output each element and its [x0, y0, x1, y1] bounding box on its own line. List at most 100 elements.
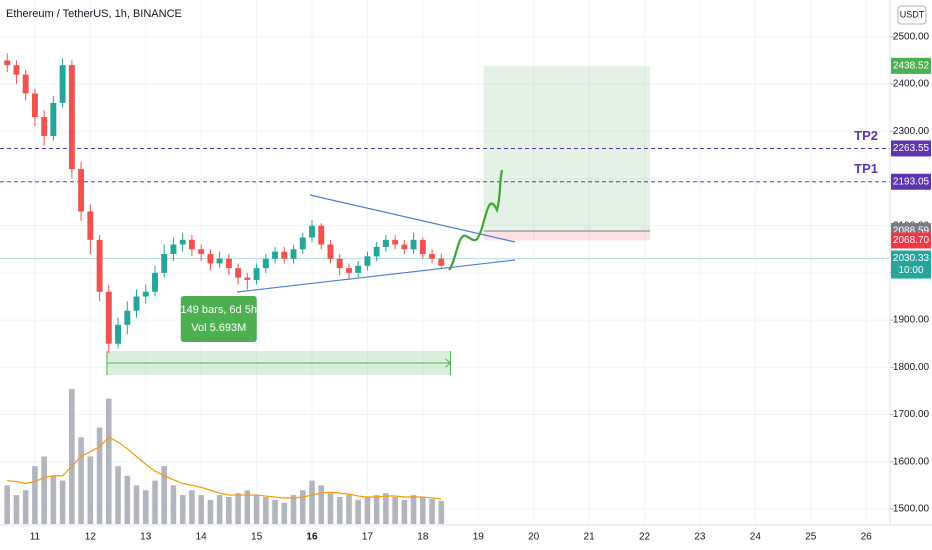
candle-body [419, 239, 426, 255]
volume-bar [152, 480, 158, 524]
candle-body [96, 239, 103, 292]
volume-bar [281, 502, 288, 524]
volume-bar [309, 480, 315, 524]
y-tick-label: 1700.00 [893, 409, 930, 420]
projection-path [448, 169, 504, 271]
price-label-box [891, 173, 931, 190]
volume-bar [429, 498, 435, 524]
candle-body [327, 244, 334, 259]
x-tick-label: 24 [750, 532, 762, 543]
volume-bar [290, 495, 297, 524]
volume-bar [22, 490, 29, 524]
candle-body [309, 225, 315, 238]
x-tick-label: 12 [85, 532, 97, 543]
volume-bar [299, 490, 306, 524]
price-label-box [891, 57, 931, 74]
candle-body [87, 211, 94, 240]
volume-bar [50, 475, 57, 524]
candle-body [346, 268, 352, 273]
currency-box[interactable] [897, 5, 927, 25]
x-tick-label: 26 [861, 532, 873, 543]
x-tick-label: 25 [805, 532, 817, 543]
volume-bar [142, 490, 149, 524]
candle-body [336, 258, 343, 269]
candle-body [272, 251, 278, 259]
candle-body [50, 102, 57, 136]
range-vol: Vol 5.693M [191, 322, 246, 334]
candle-body [281, 251, 288, 259]
candle-body [22, 74, 29, 94]
candle-body [262, 258, 269, 269]
candle-body [235, 268, 242, 278]
x-tick-label: 13 [140, 532, 152, 543]
x-tick-label: 21 [584, 532, 596, 543]
candle-body [124, 310, 131, 325]
volume-pane [4, 389, 445, 524]
volume-bar [161, 466, 167, 524]
candle-body [13, 65, 20, 75]
volume-bar [438, 500, 445, 524]
candle-body [392, 239, 399, 245]
candle-body [410, 239, 417, 250]
price-label-box [891, 232, 931, 249]
volume-bar [263, 497, 269, 524]
x-tick-label: 15 [251, 532, 263, 543]
candle-body [198, 249, 205, 255]
candle-body [161, 254, 168, 273]
volume-bar [124, 475, 131, 524]
price-label: 2263.55 [893, 143, 930, 154]
y-tick-label: 1500.00 [893, 504, 930, 515]
volume-bar [216, 495, 223, 524]
x-tick-label: 17 [362, 532, 374, 543]
range-arrow-head [445, 358, 452, 368]
target-tag: TP2 [854, 128, 878, 143]
y-tick-label: 1800.00 [893, 362, 930, 373]
volume-bar [253, 495, 260, 524]
x-tick-label: 16 [306, 532, 318, 543]
overlay: 2500.002400.002300.002200.002100.002000.… [30, 31, 931, 543]
volume-bar [87, 456, 94, 524]
candle-body [429, 254, 436, 259]
candle-body [152, 272, 158, 292]
volume-bar [355, 499, 361, 524]
volume-bar [106, 398, 112, 524]
volume-bar [401, 499, 408, 524]
volume-bar [336, 497, 343, 524]
candle-body [179, 239, 186, 245]
volume-bar [244, 490, 251, 524]
candle-body [78, 169, 85, 212]
price-label: 2068.70 [893, 235, 930, 246]
candle-body [142, 291, 149, 297]
candle-body [299, 237, 306, 250]
volume-bar [198, 495, 204, 524]
price-label: 2438.52 [893, 60, 930, 71]
x-tick-label: 22 [639, 532, 651, 543]
volume-bar [13, 495, 20, 524]
candle-body [318, 225, 325, 245]
range-label-box [180, 296, 257, 342]
volume-bar [235, 493, 241, 524]
price-label-box [891, 140, 931, 157]
trendline-lower [236, 259, 516, 293]
volume-bar [318, 485, 325, 524]
candle-body [41, 117, 48, 136]
x-tick-label: 14 [196, 532, 208, 543]
candle-body [373, 246, 380, 257]
candle-body [244, 277, 251, 280]
target-tag: TP1 [854, 161, 878, 176]
x-tick-label: 18 [417, 532, 429, 543]
candle-body [355, 265, 362, 273]
candle-body [382, 239, 389, 247]
candle-body [290, 249, 297, 259]
volume-bar [69, 389, 75, 524]
x-tick-label: 11 [30, 532, 41, 543]
volume-bar [32, 466, 38, 524]
volume-bar [327, 493, 334, 524]
volume-bar [59, 480, 66, 524]
volume-bar [346, 495, 352, 524]
boxes [0, 65, 890, 375]
volume-bar [383, 493, 389, 524]
candle-body [115, 324, 122, 344]
